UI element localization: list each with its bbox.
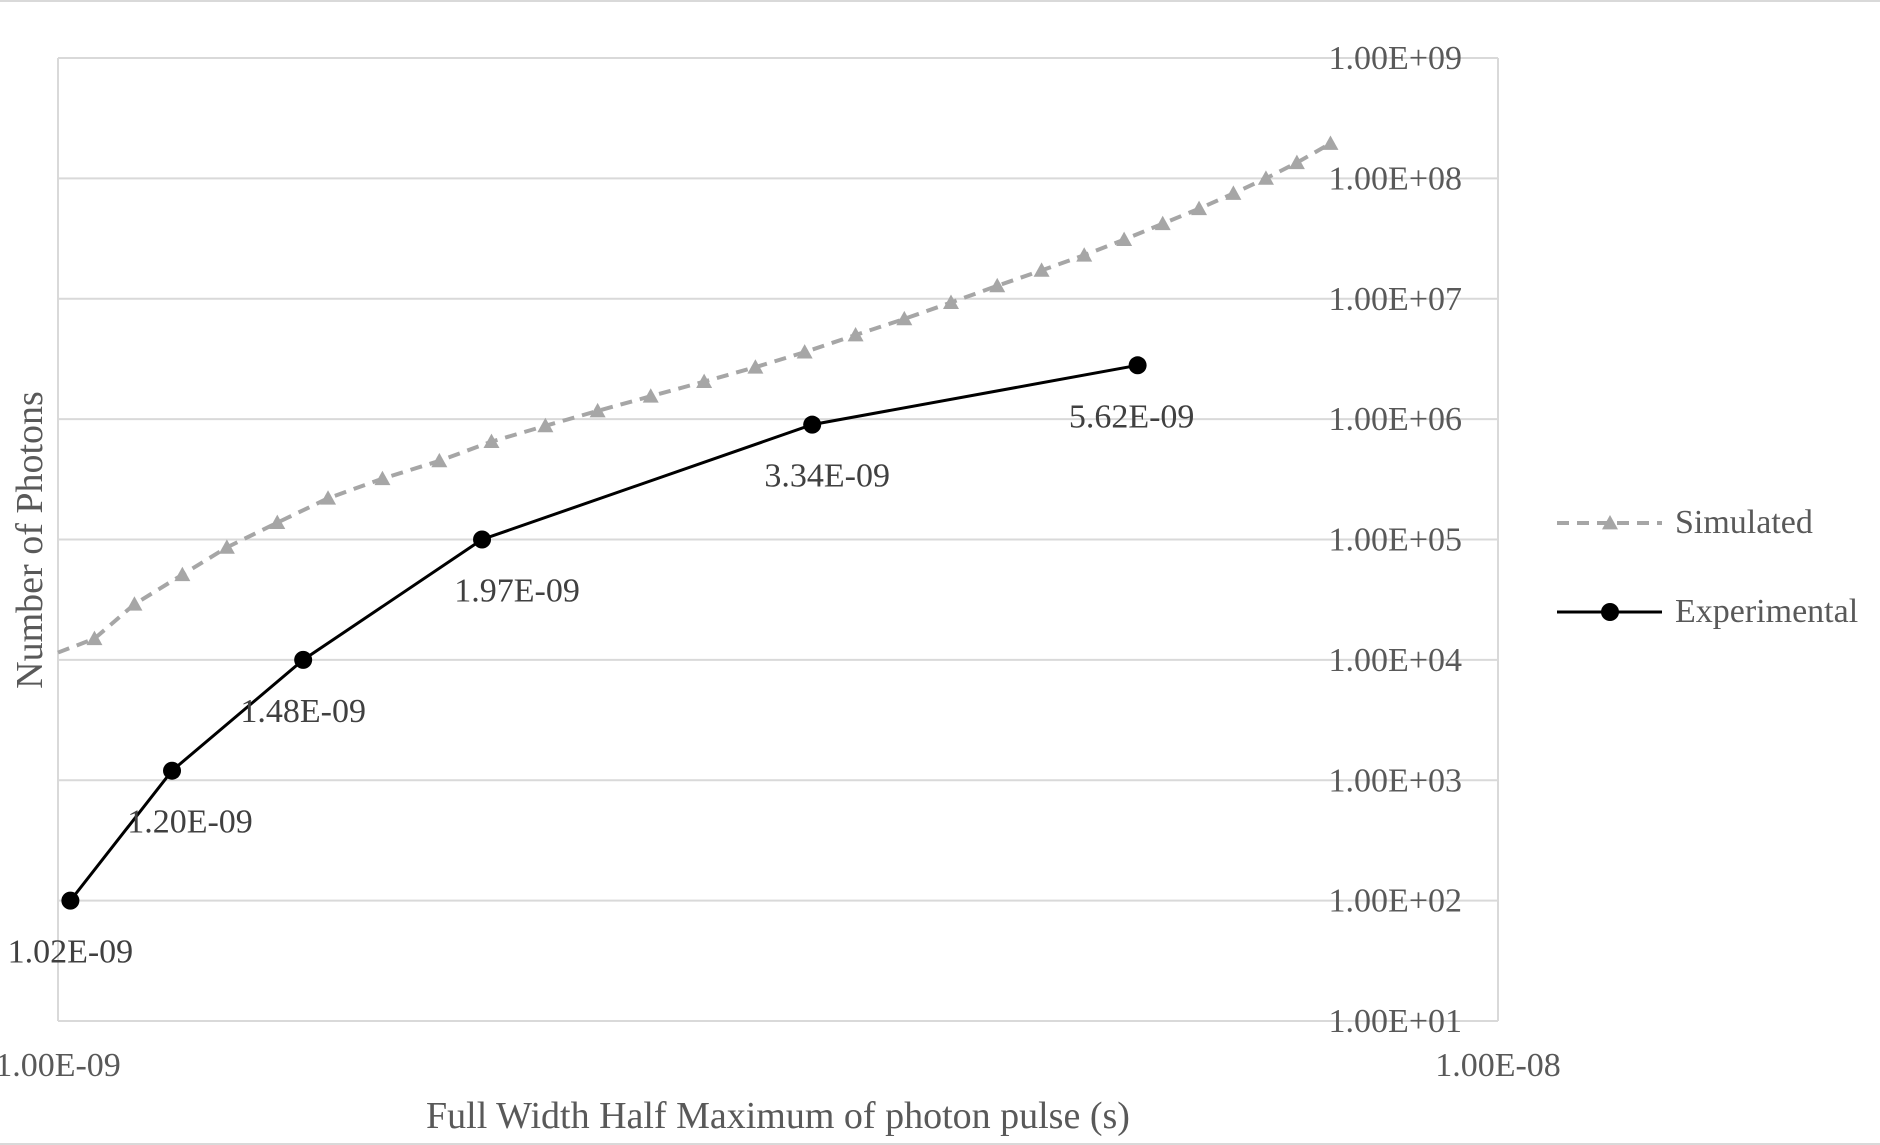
experimental-line [69, 363, 1138, 902]
y-tick-label: 1.00E+03 [1329, 762, 1462, 799]
experimental-point [163, 761, 182, 780]
y-axis-title: Number of Photons [9, 391, 51, 689]
legend-item-simulated: Simulated [1557, 504, 1813, 541]
legend-experimental-marker [1601, 603, 1619, 621]
simulated-point [320, 490, 337, 505]
simulated-point [374, 470, 391, 486]
simulated-point [896, 310, 913, 326]
grid-lines [58, 57, 1498, 1022]
simulated-point [1191, 200, 1208, 216]
experimental-data-label: 1.02E-09 [8, 934, 134, 971]
experimental-data-label: 1.20E-09 [127, 804, 253, 841]
simulated-point [642, 388, 659, 403]
experimental-point [473, 530, 492, 549]
experimental-data-label: 1.48E-09 [240, 693, 366, 730]
y-tick-label: 1.00E+09 [1329, 40, 1462, 77]
legend: Simulated Experimental [1557, 504, 1858, 630]
y-tick-label: 1.00E+07 [1329, 281, 1462, 318]
series-simulated [57, 135, 1339, 655]
simulated-point [218, 539, 235, 554]
simulated-point [1116, 231, 1133, 247]
series-layer [57, 135, 1339, 910]
axes: 1.00E+01 1.00E+02 1.00E+03 1.00E+04 1.00E+05… [0, 40, 1561, 1084]
data-labels: 1.02E-09 1.20E-09 1.48E-09 1.97E-09 3.34E-09… [8, 398, 1195, 970]
experimental-point [803, 415, 822, 434]
experimental-data-label: 5.62E-09 [1069, 398, 1195, 435]
y-tick-label: 1.00E+02 [1329, 883, 1462, 920]
y-tick-label: 1.00E+06 [1329, 401, 1462, 438]
simulated-point [1033, 262, 1050, 277]
y-tick-label: 1.00E+04 [1329, 642, 1462, 679]
simulated-point [989, 277, 1006, 293]
y-tick-label: 1.00E+08 [1329, 160, 1462, 197]
simulated-point [431, 452, 448, 468]
experimental-data-label: 1.97E-09 [454, 573, 580, 610]
experimental-point [294, 650, 313, 669]
y-tick-label: 1.00E+01 [1329, 1003, 1462, 1040]
simulated-point [483, 433, 500, 449]
legend-item-experimental: Experimental [1557, 593, 1858, 630]
legend-experimental-label: Experimental [1675, 593, 1858, 630]
simulated-point [1225, 185, 1242, 200]
simulated-point [696, 373, 713, 388]
simulated-point [796, 344, 813, 359]
simulated-point [1322, 135, 1339, 150]
simulated-point [269, 514, 286, 530]
simulated-line [57, 141, 1332, 655]
simulated-point [126, 596, 143, 611]
x-axis-title: Full Width Half Maximum of photon pulse … [426, 1095, 1130, 1137]
simulated-point [1076, 247, 1093, 262]
simulated-point [1154, 215, 1171, 231]
legend-simulated-label: Simulated [1675, 504, 1813, 541]
simulated-point [589, 402, 606, 418]
legend-simulated-marker [1602, 515, 1618, 530]
x-tick-label: 1.00E-09 [0, 1047, 121, 1084]
simulated-point [847, 326, 864, 342]
experimental-data-label: 3.34E-09 [764, 458, 890, 495]
simulated-point [174, 566, 191, 582]
simulated-point [1288, 154, 1305, 170]
simulated-point [1257, 170, 1274, 185]
y-tick-label: 1.00E+05 [1329, 522, 1462, 559]
simulated-point [86, 630, 103, 646]
series-experimental [61, 356, 1147, 910]
experimental-point [61, 891, 80, 910]
x-tick-label: 1.00E-08 [1435, 1047, 1561, 1084]
simulated-point [747, 359, 764, 374]
simulated-point [942, 294, 959, 309]
experimental-point [1128, 356, 1147, 375]
simulated-point [537, 417, 554, 433]
